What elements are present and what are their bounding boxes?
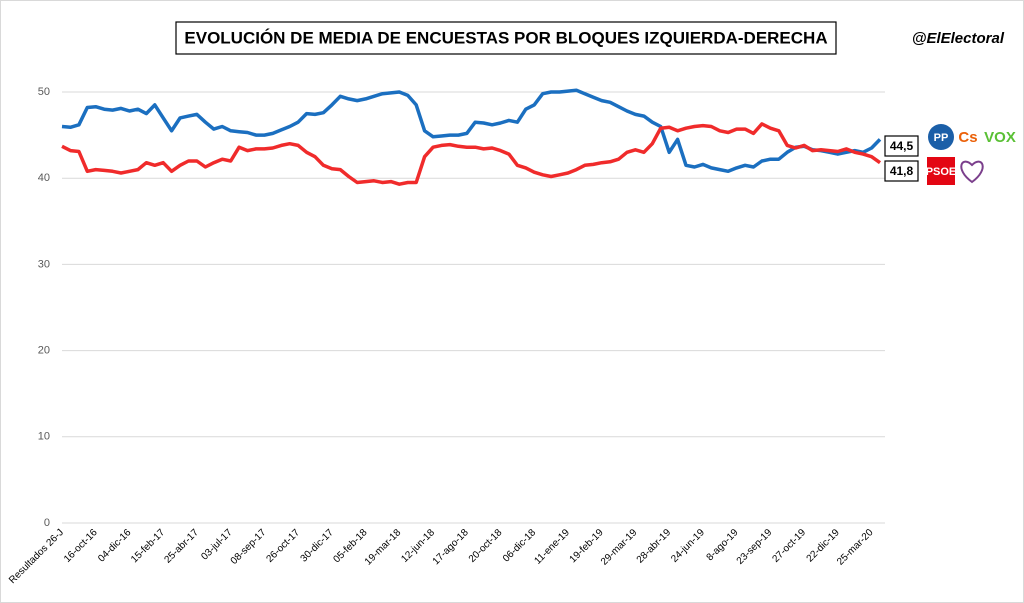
title-box — [175, 21, 837, 55]
value-label-box — [884, 160, 919, 182]
line-series — [61, 122, 882, 186]
credit: @ElElectoral — [912, 30, 1005, 47]
y-tick-label: 30 — [38, 258, 50, 270]
y-tick-label: 20 — [38, 345, 50, 357]
y-tick-label: 50 — [38, 86, 50, 98]
value-label: 41,8 — [890, 164, 914, 178]
y-tick-label: 40 — [38, 172, 50, 184]
logo-text: VOX — [984, 129, 1016, 146]
line-series — [61, 88, 882, 174]
logo-text: PP — [934, 132, 949, 144]
logo — [927, 157, 955, 185]
logo-text: PSOE — [926, 166, 957, 178]
logo-text: Cs — [958, 129, 977, 146]
y-tick-label: 0 — [44, 517, 50, 529]
logo — [928, 124, 954, 150]
value-label-box — [884, 135, 919, 157]
y-tick-label: 10 — [38, 431, 50, 443]
value-label: 44,5 — [890, 139, 914, 153]
logo-heart — [960, 160, 984, 184]
chart-title: EVOLUCIÓN DE MEDIA DE ENCUESTAS POR BLOQ… — [184, 28, 827, 47]
